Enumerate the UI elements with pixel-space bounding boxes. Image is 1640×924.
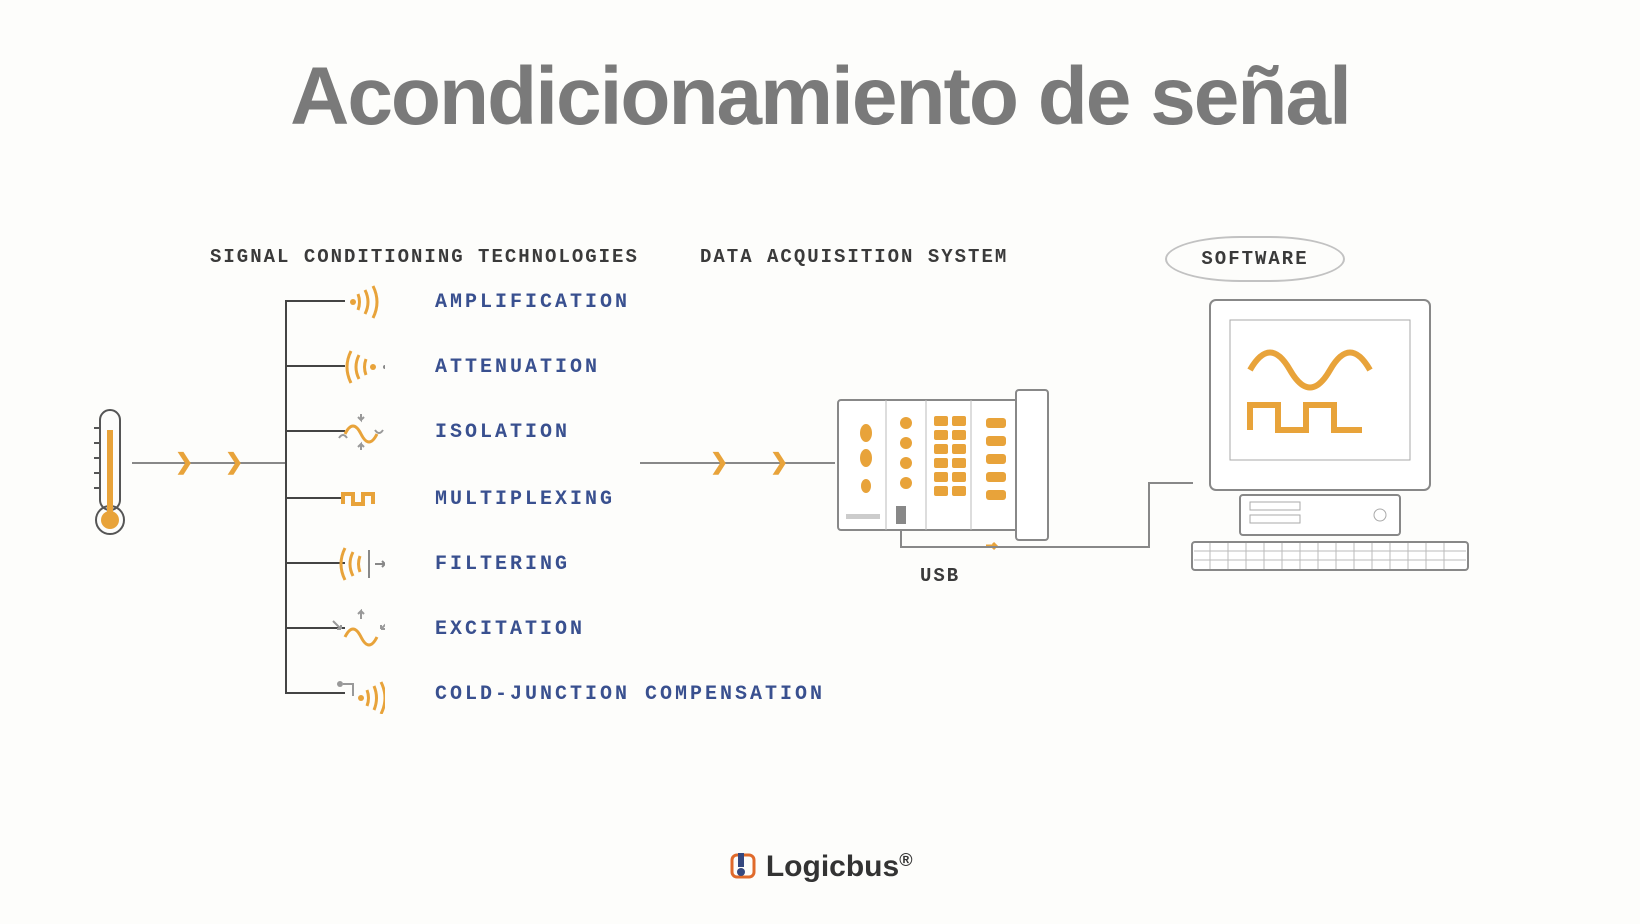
section-daq: DATA ACQUISITION SYSTEM xyxy=(700,246,1008,268)
connector-line xyxy=(1148,482,1150,548)
amplification-icon xyxy=(295,282,385,322)
footer-logo: Logicbus® xyxy=(0,850,1640,884)
usb-label: USB xyxy=(920,565,960,587)
footer-brand-text: Logicbus xyxy=(766,850,899,883)
cold-junction-icon xyxy=(295,674,385,714)
section-software: SOFTWARE xyxy=(1165,236,1345,282)
connector-line xyxy=(1148,482,1193,484)
tech-amplification: AMPLIFICATION xyxy=(295,278,630,326)
tech-label: COLD-JUNCTION COMPENSATION xyxy=(435,683,825,706)
tech-attenuation: ATTENUATION xyxy=(295,343,600,391)
connector-line xyxy=(900,546,1150,548)
thermometer-icon xyxy=(90,408,130,543)
multiplexing-icon xyxy=(295,479,385,519)
tech-label: AMPLIFICATION xyxy=(435,291,630,314)
tech-label: ISOLATION xyxy=(435,421,570,444)
connector-line xyxy=(640,462,835,464)
connector-line xyxy=(132,462,287,464)
tech-excitation: EXCITATION xyxy=(295,605,585,653)
computer-icon xyxy=(1190,290,1470,585)
flow-arrow-icon: ❯ xyxy=(175,449,193,475)
page-title: Acondicionamiento de señal xyxy=(0,50,1640,144)
tech-multiplexing: MULTIPLEXING xyxy=(295,475,615,523)
section-signal-conditioning: SIGNAL CONDITIONING TECHNOLOGIES xyxy=(210,246,639,268)
tech-filtering: FILTERING xyxy=(295,540,570,588)
tech-label: EXCITATION xyxy=(435,618,585,641)
excitation-icon xyxy=(295,609,385,649)
filtering-icon xyxy=(295,544,385,584)
flow-arrow-icon: ❯ xyxy=(770,449,788,475)
daq-chassis-icon xyxy=(836,388,1056,563)
flow-arrow-icon: ❯ xyxy=(710,449,728,475)
tech-cjc: COLD-JUNCTION COMPENSATION xyxy=(295,670,825,718)
tech-label: MULTIPLEXING xyxy=(435,488,615,511)
tech-label: FILTERING xyxy=(435,553,570,576)
isolation-icon xyxy=(295,412,385,452)
bracket-line xyxy=(285,300,287,692)
tech-isolation: ISOLATION xyxy=(295,408,570,456)
tech-label: ATTENUATION xyxy=(435,356,600,379)
attenuation-icon xyxy=(295,347,385,387)
flow-arrow-icon: ❯ xyxy=(225,449,243,475)
